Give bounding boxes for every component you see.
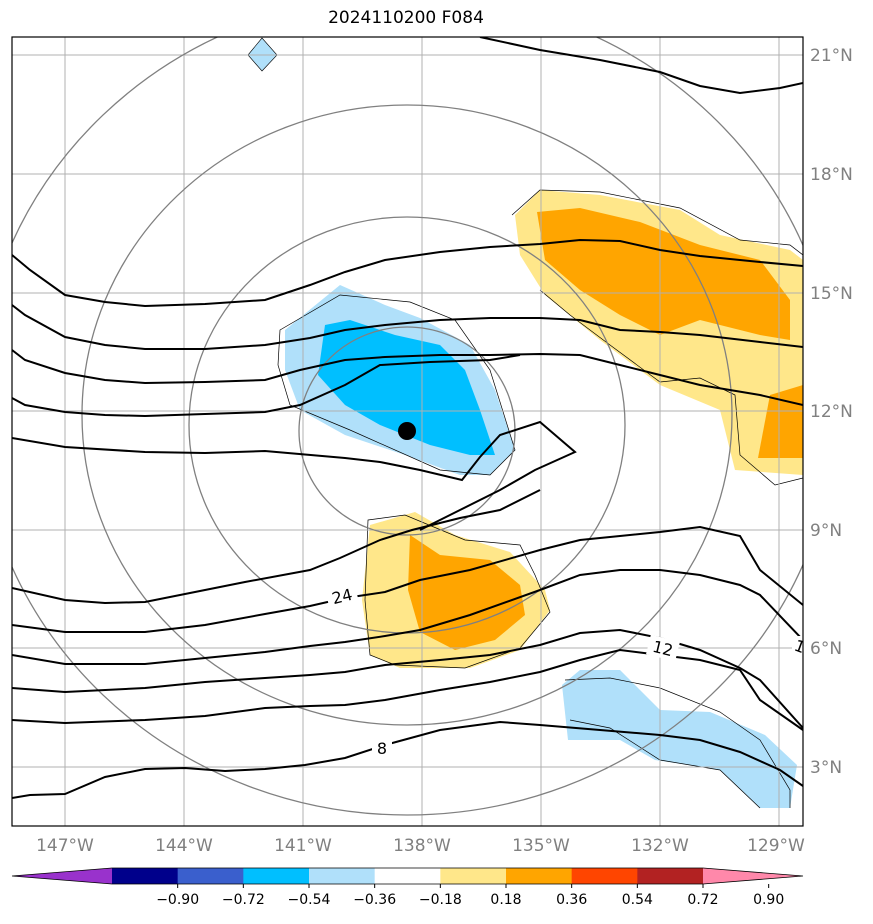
colorbar-extend-max: [703, 868, 803, 884]
lon-label: 132°W: [631, 836, 689, 856]
lon-label: 147°W: [36, 836, 94, 856]
shaded-field: [247, 37, 803, 808]
colorbar-segment: [637, 868, 704, 884]
positive-anomaly-s-core-area: [408, 535, 525, 650]
colorbar-tick-label: −0.72: [222, 892, 265, 908]
colorbar-extend-min: [12, 868, 112, 884]
colorbar-tick-label: 0.18: [490, 892, 521, 908]
colorbar-segment: [177, 868, 244, 884]
colorbar-segment: [374, 868, 441, 884]
colorbar-tick-label: 0.90: [753, 892, 784, 908]
colorbar-segment: [243, 868, 310, 884]
colorbar-tick-label: 0.54: [622, 892, 653, 908]
lon-label: 138°W: [393, 836, 451, 856]
latitude-labels: 21°N 18°N 15°N 12°N 9°N 6°N 3°N: [810, 46, 853, 778]
lon-label: 135°W: [512, 836, 570, 856]
colorbar-tick-label: −0.54: [288, 892, 331, 908]
longitude-labels: 147°W 144°W 141°W 138°W 135°W 132°W 129°…: [36, 836, 805, 856]
lat-label: 15°N: [810, 284, 853, 304]
colorbar-tick-label: 0.36: [556, 892, 587, 908]
colorbar: −0.90 −0.72 −0.54 −0.36 −0.18 0.18 0.36 0.54 0.7…: [11, 867, 804, 908]
colorbar-segment: [440, 868, 507, 884]
lat-label: 3°N: [810, 758, 842, 778]
lat-label: 21°N: [810, 46, 853, 66]
contour-label-8: 8: [377, 739, 387, 758]
thick-contours: [12, 37, 803, 799]
colorbar-tick-label: 0.72: [687, 892, 718, 908]
contour-label-24: 24: [330, 585, 354, 608]
colorbar-outline: [11, 867, 804, 885]
lon-label: 141°W: [274, 836, 332, 856]
colorbar-segment: [571, 868, 638, 884]
colorbar-segment: [506, 868, 573, 884]
storm-center-marker: [398, 422, 416, 440]
lat-label: 12°N: [810, 402, 853, 422]
colorbar-tick-label: −0.36: [353, 892, 396, 908]
negative-anomaly-core-area: [318, 320, 495, 455]
map-title: 2024110200 F084: [328, 8, 484, 28]
lon-label: 129°W: [747, 836, 805, 856]
map-frame: [11, 36, 804, 827]
contour-label-12: 12: [651, 637, 675, 660]
lat-label: 6°N: [810, 639, 842, 659]
graticule: [12, 37, 803, 826]
outline-contours: [277, 189, 803, 809]
lon-label: 144°W: [155, 836, 213, 856]
lat-label: 18°N: [810, 165, 853, 185]
colorbar-tick-label: −0.18: [419, 892, 462, 908]
colorbar-tick-label: −0.90: [156, 892, 199, 908]
colorbar-segment: [309, 868, 376, 884]
lat-label: 9°N: [810, 521, 842, 541]
negative-anomaly-se-area: [562, 670, 797, 808]
colorbar-segment: [112, 868, 179, 884]
